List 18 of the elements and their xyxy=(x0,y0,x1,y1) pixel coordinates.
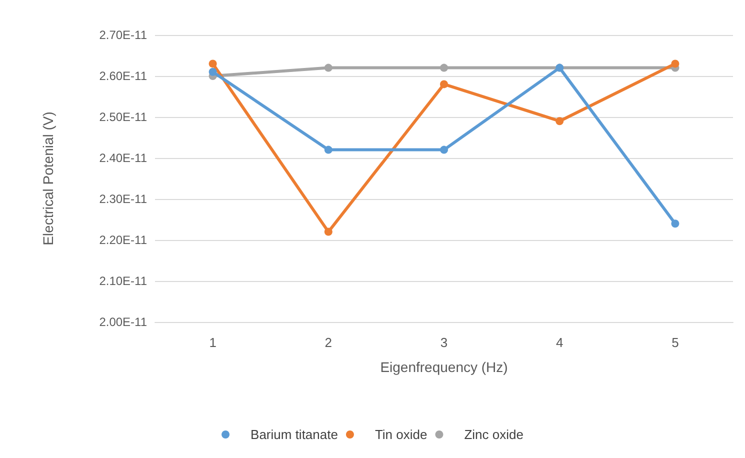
x-tick-label: 4 xyxy=(556,335,564,350)
y-tick-label: 2.30E-11 xyxy=(99,192,148,206)
legend-label: Barium titanate xyxy=(250,427,338,442)
y-tick-label: 2.20E-11 xyxy=(99,233,148,247)
legend-label: Zinc oxide xyxy=(464,427,524,442)
y-tick-label: 2.40E-11 xyxy=(99,151,148,165)
y-tick-label: 2.00E-11 xyxy=(99,315,148,329)
y-tick-label: 2.60E-11 xyxy=(99,69,148,83)
y-tick-label: 2.10E-11 xyxy=(99,274,148,288)
x-tick-label: 3 xyxy=(440,335,448,350)
y-tick-label: 2.50E-11 xyxy=(99,110,148,124)
y-axis-title: Electrical Potenial (V) xyxy=(40,112,56,246)
x-axis-title: Eigenfrequency (Hz) xyxy=(380,359,508,375)
y-tick-label: 2.70E-11 xyxy=(99,28,148,42)
legend-label: Tin oxide xyxy=(374,427,428,442)
x-tick-label: 2 xyxy=(324,335,332,350)
x-tick-label: 1 xyxy=(209,335,216,350)
x-tick-label: 5 xyxy=(672,335,679,350)
